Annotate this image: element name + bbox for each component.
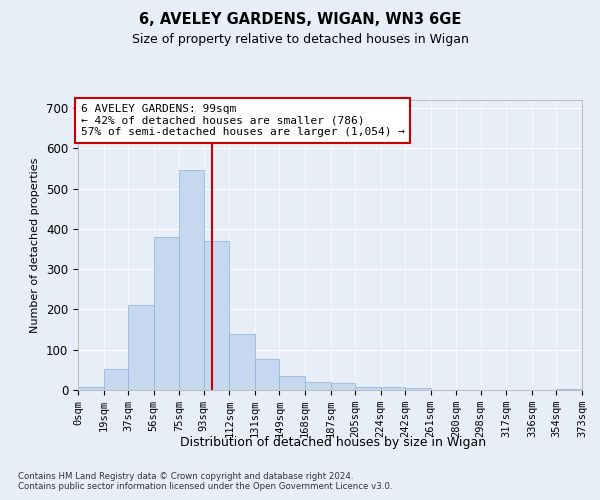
Text: Contains public sector information licensed under the Open Government Licence v3: Contains public sector information licen…	[18, 482, 392, 491]
Bar	[128, 305, 154, 390]
Bar	[154, 236, 179, 390]
Bar	[331, 383, 355, 390]
Bar	[380, 387, 405, 390]
Text: 6 AVELEY GARDENS: 99sqm
← 42% of detached houses are smaller (786)
57% of semi-d: 6 AVELEY GARDENS: 99sqm ← 42% of detache…	[81, 104, 405, 137]
Text: 6, AVELEY GARDENS, WIGAN, WN3 6GE: 6, AVELEY GARDENS, WIGAN, WN3 6GE	[139, 12, 461, 28]
Bar	[229, 334, 255, 390]
Text: Contains HM Land Registry data © Crown copyright and database right 2024.: Contains HM Land Registry data © Crown c…	[18, 472, 353, 481]
Y-axis label: Number of detached properties: Number of detached properties	[31, 158, 40, 332]
Bar	[280, 376, 305, 390]
Bar	[355, 387, 380, 390]
Bar	[255, 359, 280, 390]
Bar	[405, 388, 431, 390]
Bar	[104, 369, 128, 390]
Bar	[556, 389, 582, 390]
Bar	[203, 241, 229, 390]
Text: Distribution of detached houses by size in Wigan: Distribution of detached houses by size …	[180, 436, 486, 449]
Bar	[179, 170, 203, 390]
Bar	[78, 387, 104, 390]
Bar	[305, 382, 331, 390]
Text: Size of property relative to detached houses in Wigan: Size of property relative to detached ho…	[131, 32, 469, 46]
